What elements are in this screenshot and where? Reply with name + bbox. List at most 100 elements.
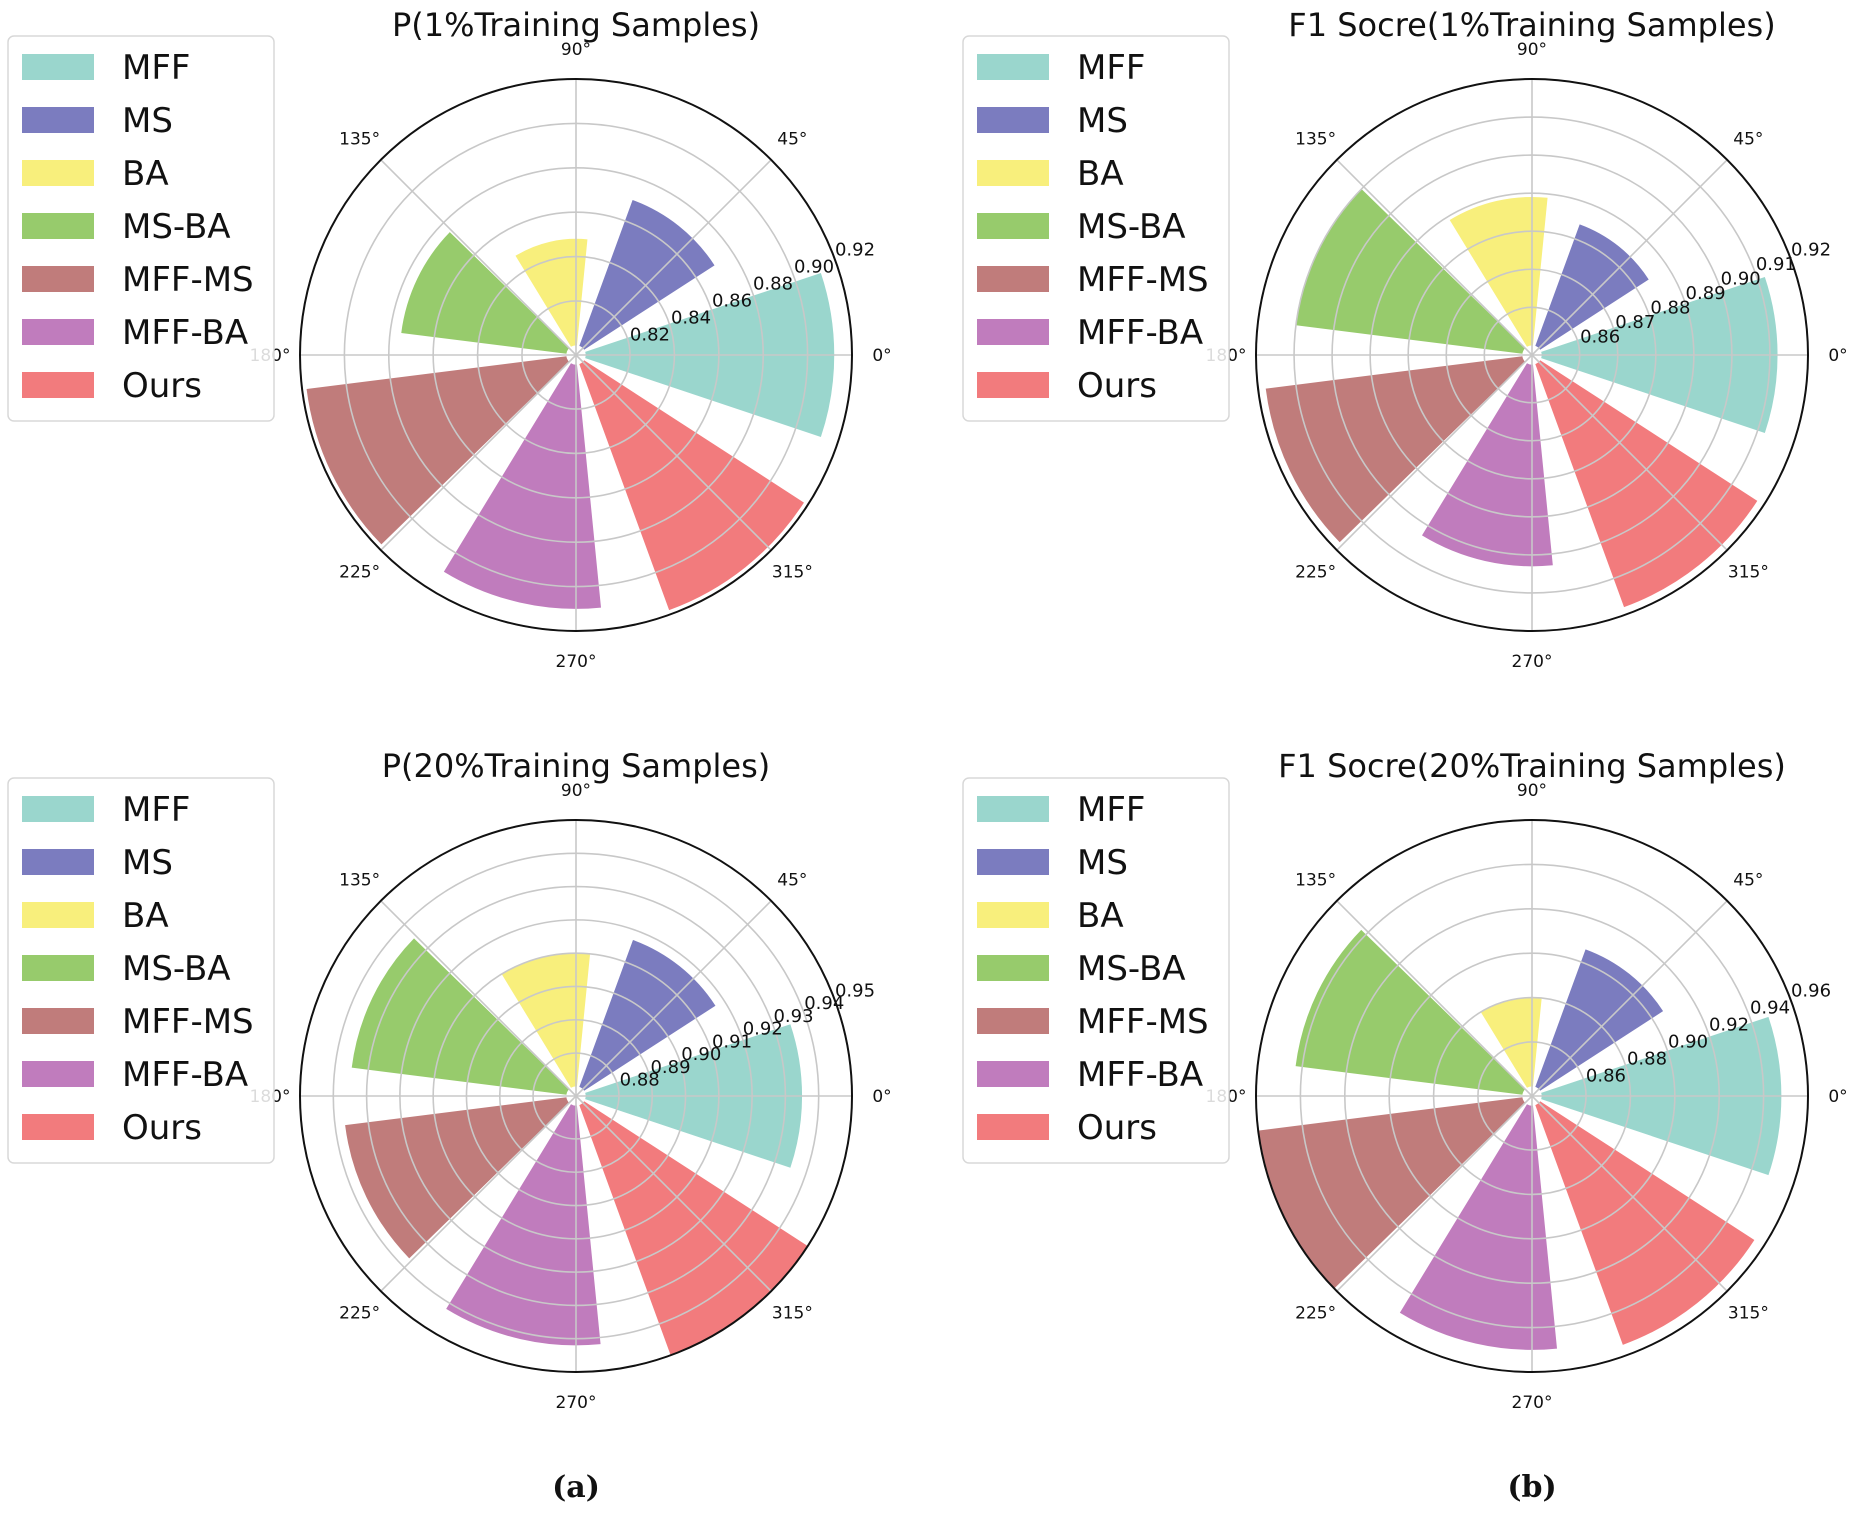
legend-swatch-ours xyxy=(22,372,94,398)
legend-swatch-ms xyxy=(22,107,94,133)
bar-mff-ms xyxy=(345,1097,570,1259)
r-tick-label: 0.88 xyxy=(620,1070,660,1091)
r-tick-label: 0.88 xyxy=(753,273,793,294)
legend-label-ms-ba: MS-BA xyxy=(122,207,231,247)
r-tick-label: 0.92 xyxy=(1791,239,1831,260)
bar-ms xyxy=(579,939,716,1091)
r-tick-label: 0.86 xyxy=(1586,1065,1626,1086)
angle-tick-label: 0° xyxy=(872,1087,891,1107)
legend-swatch-ms xyxy=(977,849,1049,875)
legend-label-ba: BA xyxy=(122,154,169,194)
legend-label-mff-ba: MFF-BA xyxy=(1077,313,1203,353)
legend-label-ours: Ours xyxy=(1077,1108,1157,1148)
angle-tick-label: 0° xyxy=(1828,346,1847,366)
legend-label-ours: Ours xyxy=(1077,366,1157,406)
angle-tick-label: 135° xyxy=(1295,871,1336,891)
r-tick-label: 0.89 xyxy=(650,1057,690,1078)
angle-tick-label: 45° xyxy=(1733,130,1763,150)
bar-ms xyxy=(579,199,715,350)
panel-f1-1pct: 0.860.870.880.890.900.910.92 0° 45° 90° 135°… xyxy=(962,6,1848,672)
legend-swatch-ms-ba xyxy=(22,955,94,981)
chart-title: F1 Socre(1%Training Samples) xyxy=(1288,6,1775,44)
legend-swatch-mff-ba xyxy=(977,319,1049,345)
legend-swatch-ms-ba xyxy=(977,213,1049,239)
panel-f1-20pct: 0.860.880.900.920.940.960°45°90°135°180°… xyxy=(962,747,1848,1413)
r-tick-label: 0.88 xyxy=(1650,298,1690,319)
angle-tick-label: 225° xyxy=(1295,1303,1336,1323)
legend-swatch-mff xyxy=(977,54,1049,80)
grid-spoke xyxy=(1531,1095,1728,1292)
r-tick-label: 0.96 xyxy=(1791,980,1831,1001)
grid-spoke xyxy=(1531,900,1728,1097)
angle-tick-label: 315° xyxy=(772,562,813,582)
angle-tick-label: 225° xyxy=(1295,562,1336,582)
legend-swatch-ms-ba xyxy=(977,955,1049,981)
legend-label-ms-ba: MS-BA xyxy=(1077,949,1186,989)
legend-label-ms: MS xyxy=(122,101,173,141)
angle-tick-label: 90° xyxy=(1517,40,1547,60)
legend-swatch-mff-ba xyxy=(977,1061,1049,1087)
r-tick-label: 0.92 xyxy=(743,1019,783,1040)
bar-mff-ms xyxy=(306,356,570,545)
bar-ours xyxy=(1535,1101,1755,1345)
bar-mff-ms xyxy=(1258,1097,1526,1289)
angle-tick-label: 225° xyxy=(339,562,380,582)
bar-ms-ba xyxy=(1295,189,1526,354)
angle-tick-label: 45° xyxy=(777,130,807,150)
r-tick-label: 0.88 xyxy=(1627,1048,1667,1069)
panel-label-b: (b) xyxy=(1507,1470,1556,1505)
angle-tick-label: 270° xyxy=(556,1393,597,1413)
grid-spoke xyxy=(1531,159,1728,356)
legend-swatch-mff-ba xyxy=(22,1061,94,1087)
grid-spoke xyxy=(575,354,772,551)
grid-spoke xyxy=(1336,1095,1533,1292)
angle-tick-label: 315° xyxy=(1728,1303,1769,1323)
legend-label-ms: MS xyxy=(1077,101,1128,141)
bar-ours xyxy=(579,360,804,611)
r-tick-label: 0.90 xyxy=(794,256,834,277)
grid-spoke xyxy=(1336,354,1533,551)
legend-label-mff: MFF xyxy=(1077,790,1145,830)
chart-title: F1 Socre(20%Training Samples) xyxy=(1278,747,1786,785)
r-tick-label: 0.94 xyxy=(804,993,844,1014)
bar-mff-ba xyxy=(443,363,602,609)
grid-spoke xyxy=(380,354,577,551)
r-tick-label: 0.82 xyxy=(630,324,670,345)
r-tick-label: 0.84 xyxy=(671,307,711,328)
polar-frame xyxy=(299,819,853,1373)
r-tick-label: 0.91 xyxy=(712,1031,752,1052)
angle-tick-label: 315° xyxy=(1728,562,1769,582)
legend-swatch-ba xyxy=(977,160,1049,186)
r-tick-label: 0.90 xyxy=(1721,269,1761,290)
angle-tick-label: 45° xyxy=(777,871,807,891)
angle-tick-label: 45° xyxy=(1733,871,1763,891)
legend-swatch-ba xyxy=(22,902,94,928)
legend-swatch-mff xyxy=(22,54,94,80)
polar-frame xyxy=(1255,819,1809,1373)
panel-p-1pct: 0.820.840.860.880.900.920°45°90°135°180°… xyxy=(7,6,892,672)
r-tick-label: 0.91 xyxy=(1756,254,1796,275)
legend-label-ours: Ours xyxy=(122,1108,202,1148)
legend-label-mff-ba: MFF-BA xyxy=(122,1055,248,1095)
legend-label-mff-ms: MFF-MS xyxy=(122,1002,254,1042)
legend-swatch-ba xyxy=(977,902,1049,928)
r-tick-label: 0.87 xyxy=(1615,312,1655,333)
angle-tick-label: 135° xyxy=(339,130,380,150)
legend-swatch-ours xyxy=(22,1114,94,1140)
grid-spoke xyxy=(380,900,577,1097)
r-tick-label: 0.95 xyxy=(835,980,875,1001)
panel-p-20pct: 0.880.890.900.910.920.930.940.95 0° 45° 90°… xyxy=(7,747,892,1413)
legend-label-ba: BA xyxy=(1077,896,1124,936)
bar-ms-ba xyxy=(401,232,570,354)
angle-tick-label: 0° xyxy=(872,346,891,366)
bar-ba xyxy=(1480,997,1542,1088)
r-tick-label: 0.93 xyxy=(773,1006,813,1027)
legend-swatch-mff-ms xyxy=(22,266,94,292)
bar-ours xyxy=(1535,360,1758,608)
legend-label-ba: BA xyxy=(1077,154,1124,194)
bar-mff-ba xyxy=(1421,363,1553,567)
legend-label-ms: MS xyxy=(1077,843,1128,883)
legend-label-ba: BA xyxy=(122,896,169,936)
legend-swatch-mff-ba xyxy=(22,319,94,345)
